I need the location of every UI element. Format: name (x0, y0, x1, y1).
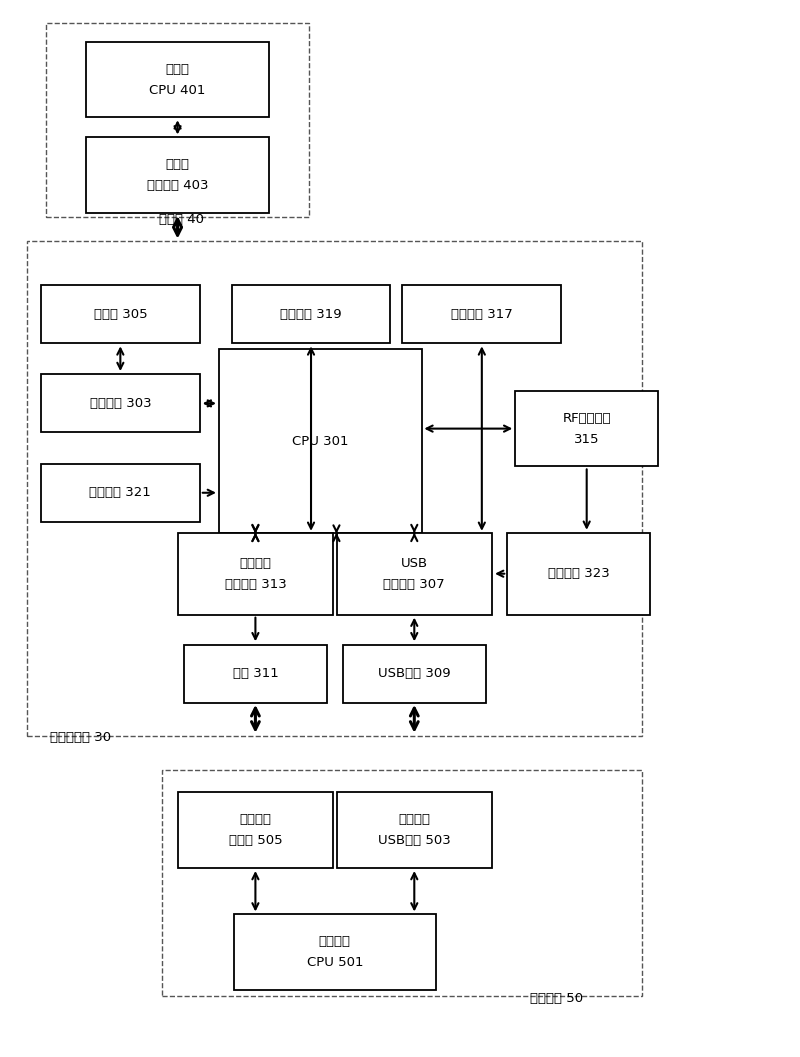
Text: 热靴 311: 热靴 311 (233, 667, 278, 680)
Text: 闪光灯 40: 闪光灯 40 (159, 214, 204, 226)
Text: 转换单元 303: 转换单元 303 (90, 396, 151, 410)
Text: 数码相机: 数码相机 (239, 813, 271, 827)
Text: CPU 501: CPU 501 (306, 957, 363, 969)
Text: USB接口 503: USB接口 503 (378, 834, 450, 848)
Text: USB接口 309: USB接口 309 (378, 667, 450, 680)
Bar (178, 793, 333, 868)
Text: 电源单元 323: 电源单元 323 (548, 568, 610, 580)
Text: 数码相机: 数码相机 (398, 813, 430, 827)
Bar (26, 241, 642, 736)
Bar (184, 645, 327, 703)
Bar (507, 533, 650, 615)
Text: 显示单元 319: 显示单元 319 (280, 308, 342, 320)
Bar (46, 23, 309, 218)
Text: CPU 401: CPU 401 (150, 84, 206, 96)
Bar (86, 41, 269, 117)
Text: USB: USB (401, 557, 428, 570)
Text: 输入单元 313: 输入单元 313 (225, 578, 286, 591)
Bar (41, 285, 200, 342)
Text: 无线收发器 30: 无线收发器 30 (50, 731, 111, 744)
Text: 热靴座 305: 热靴座 305 (94, 308, 147, 320)
Bar (231, 285, 390, 342)
Bar (343, 645, 486, 703)
Text: CPU 301: CPU 301 (292, 434, 349, 448)
Text: 数码相机 50: 数码相机 50 (530, 993, 582, 1005)
Bar (337, 533, 492, 615)
Bar (162, 771, 642, 997)
Text: 转换单元 307: 转换单元 307 (383, 578, 445, 591)
Text: 存储单元 317: 存储单元 317 (451, 308, 513, 320)
Text: 热靴座 505: 热靴座 505 (229, 834, 282, 848)
Text: 数码相机: 数码相机 (319, 935, 351, 948)
Bar (402, 285, 562, 342)
Text: RF收发单元: RF收发单元 (562, 411, 611, 425)
Text: 闪光灯: 闪光灯 (166, 159, 190, 171)
Text: 按键单元 321: 按键单元 321 (90, 486, 151, 499)
Text: 引闪触发: 引闪触发 (239, 557, 271, 570)
Bar (41, 374, 200, 432)
Bar (41, 464, 200, 522)
Bar (515, 391, 658, 466)
Text: 热靴接口 403: 热靴接口 403 (147, 180, 208, 192)
Text: 闪光灯: 闪光灯 (166, 62, 190, 75)
Bar (178, 533, 333, 615)
Bar (234, 914, 436, 990)
Bar (337, 793, 492, 868)
Text: 315: 315 (574, 432, 599, 446)
Bar (219, 349, 422, 533)
Bar (86, 137, 269, 214)
